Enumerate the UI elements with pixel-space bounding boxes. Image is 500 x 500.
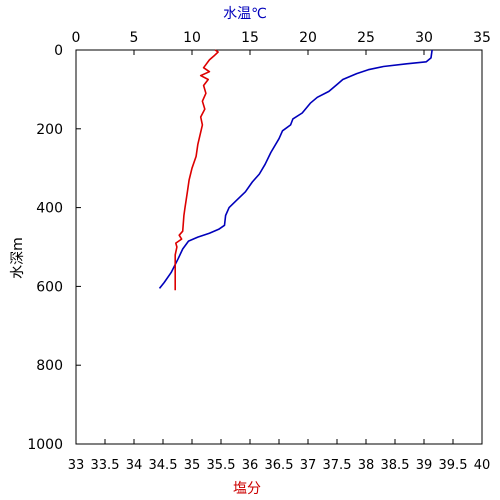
bottom-tick-label: 36 — [242, 458, 259, 473]
y-tick-label: 200 — [36, 122, 63, 138]
top-tick-label: 10 — [183, 30, 201, 46]
y-tick-label: 400 — [36, 201, 63, 217]
y-axis-title: 水深m — [10, 237, 26, 279]
axes: 0 200 400 600 800 1000 0 5 10 15 20 25 30 35 33 33.5 34 3… — [27, 30, 491, 473]
salinity-profile-line — [174, 49, 219, 291]
bottom-tick-label: 39 — [416, 458, 433, 473]
bottom-tick-label: 33.5 — [91, 458, 120, 473]
bottom-tick-label: 36.5 — [265, 458, 294, 473]
top-tick-label: 30 — [415, 30, 433, 46]
top-tick-label: 0 — [72, 30, 81, 46]
series-layer — [158, 49, 433, 291]
temperature-profile-line — [158, 49, 433, 289]
bottom-tick-label: 38.5 — [381, 458, 410, 473]
y-tick-label: 0 — [54, 43, 63, 59]
bottom-tick-label: 34.5 — [149, 458, 178, 473]
top-axis-title: 水温℃ — [223, 6, 267, 22]
top-tick-label: 5 — [130, 30, 139, 46]
top-tick-label: 15 — [241, 30, 259, 46]
bottom-tick-label: 37 — [300, 458, 317, 473]
bottom-tick-label: 34 — [126, 458, 143, 473]
y-tick-label: 1000 — [27, 437, 63, 453]
bottom-tick-label: 39.5 — [439, 458, 468, 473]
top-tick-label: 35 — [473, 30, 491, 46]
bottom-tick-label: 37.5 — [323, 458, 352, 473]
y-tick-label: 800 — [36, 358, 63, 374]
bottom-axis-title: 塩分 — [233, 481, 261, 497]
bottom-tick-label: 33 — [68, 458, 85, 473]
y-tick-label: 600 — [36, 279, 63, 295]
top-tick-label: 20 — [299, 30, 317, 46]
bottom-tick-label: 38 — [358, 458, 375, 473]
plot-frame — [75, 49, 483, 445]
bottom-tick-label: 35 — [184, 458, 201, 473]
bottom-tick-label: 40 — [474, 458, 491, 473]
top-tick-label: 25 — [357, 30, 375, 46]
bottom-tick-label: 35.5 — [207, 458, 236, 473]
